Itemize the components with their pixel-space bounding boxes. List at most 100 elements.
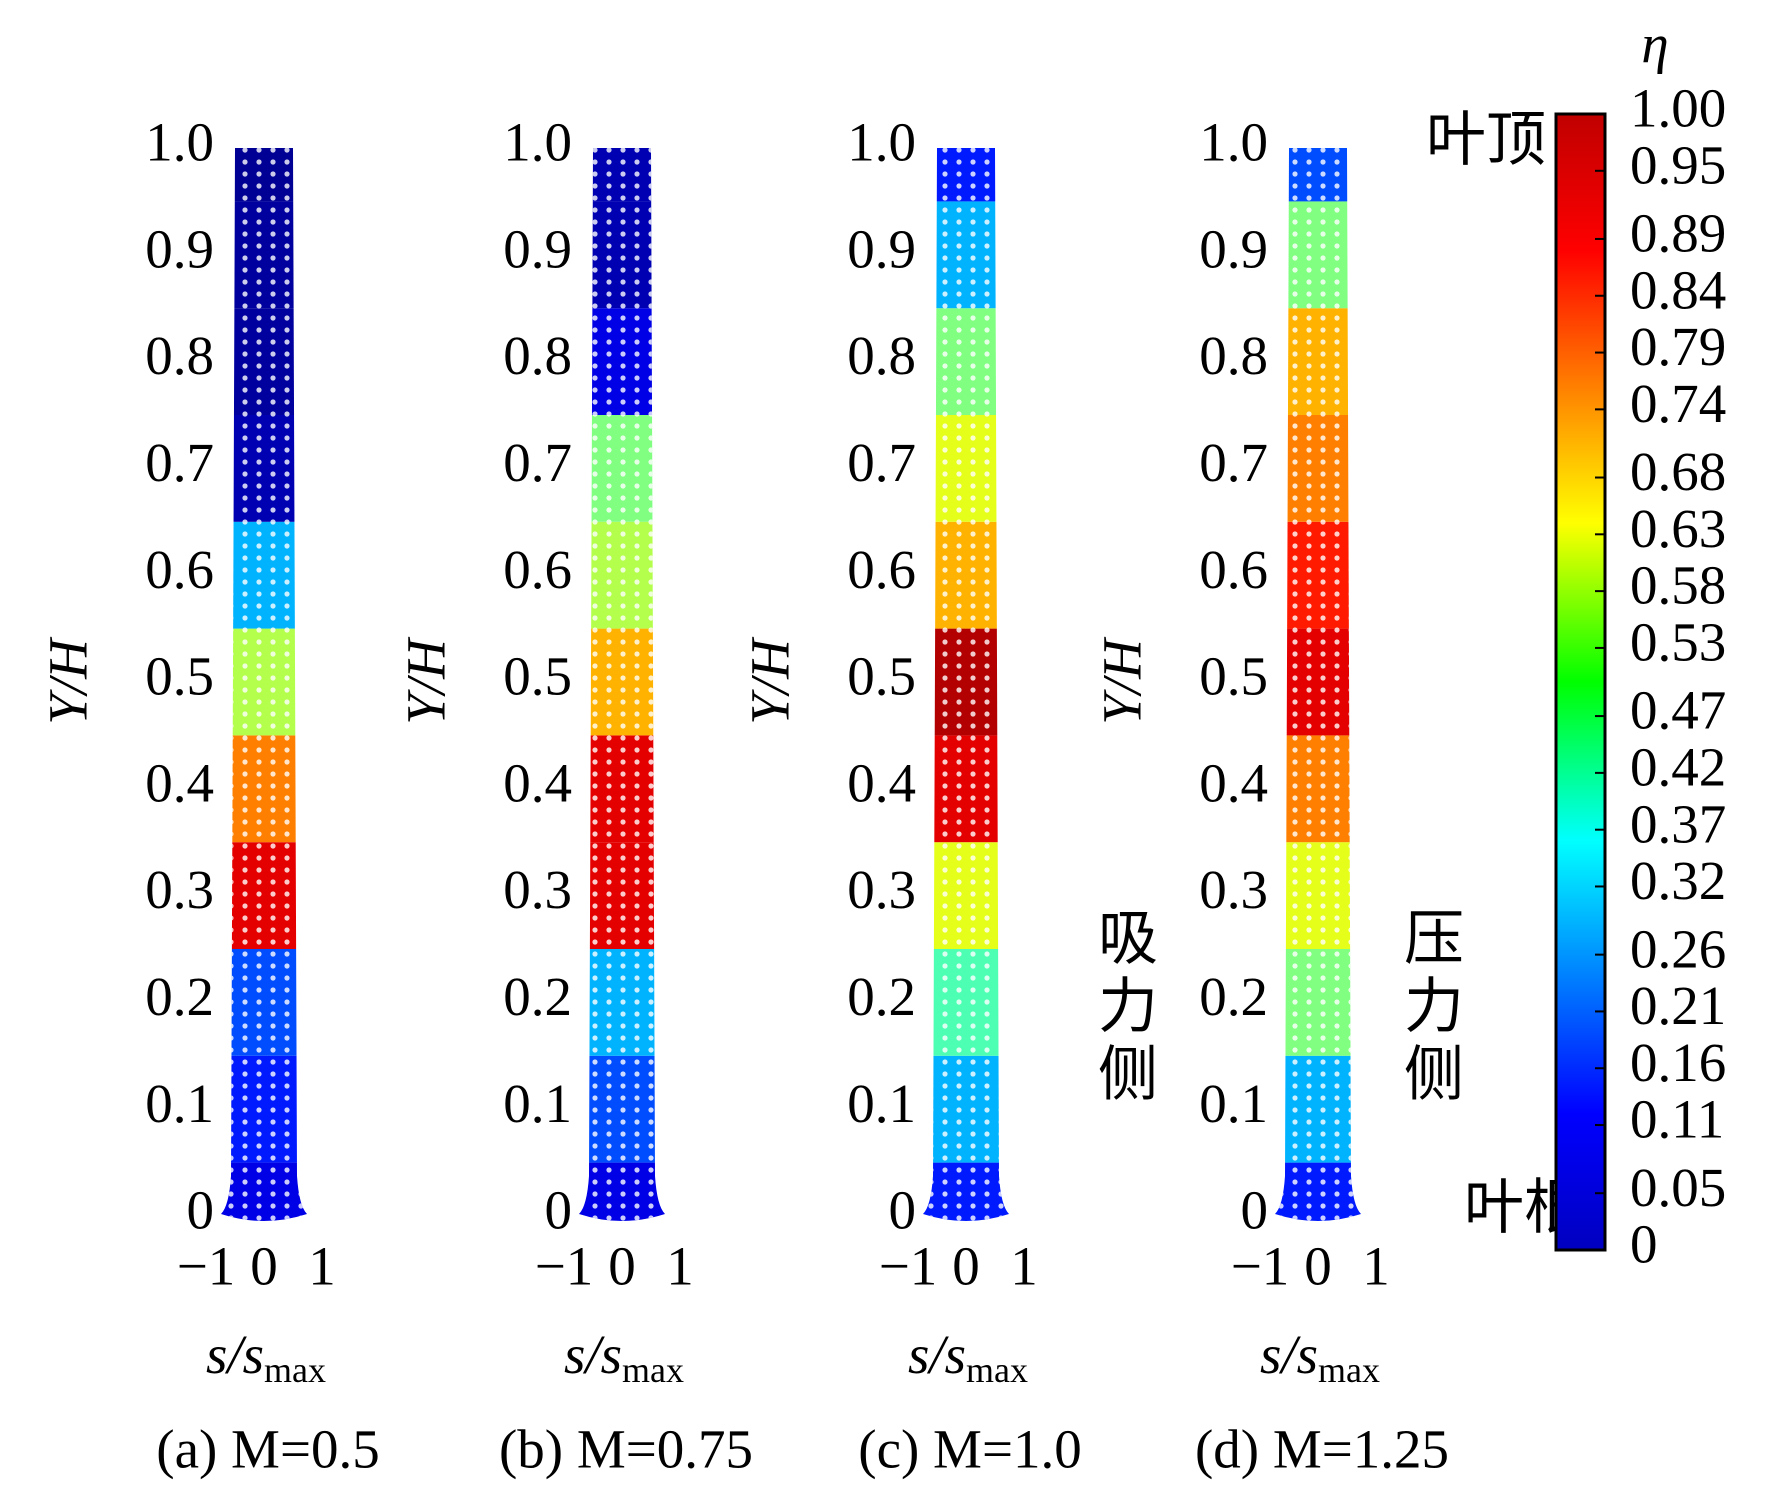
x-tick-label: −1 [177, 1236, 236, 1297]
x-axis-label: s/smax [564, 1324, 684, 1391]
panel-title: (a) M=0.5 [156, 1419, 379, 1480]
y-tick-label: 0.3 [145, 859, 214, 920]
y-tick-label: 0 [1241, 1180, 1269, 1241]
x-axis-label-main: s/s [564, 1324, 622, 1385]
y-tick-label: 0.8 [145, 325, 214, 386]
film-holes [579, 148, 665, 1221]
colorbar-tick-label: 0.26 [1630, 918, 1726, 979]
x-axis-label: s/smax [1260, 1324, 1380, 1391]
y-tick-label: 0.2 [503, 966, 572, 1027]
x-tick-label: −1 [1231, 1236, 1290, 1297]
colorbar-tick-label: 0.74 [1630, 373, 1726, 434]
y-tick-label: 0.7 [1199, 432, 1268, 493]
y-tick-label: 0.9 [503, 218, 572, 279]
colorbar-tick-label: 0.79 [1630, 316, 1726, 377]
x-axis-label-sub: max [1318, 1350, 1380, 1390]
y-tick-label: 0.5 [1199, 646, 1268, 707]
y-tick-label: 0.7 [145, 432, 214, 493]
y-tick-label: 1.0 [145, 112, 214, 173]
y-tick-label: 0.7 [503, 432, 572, 493]
x-tick-label: 1 [666, 1236, 694, 1297]
colorbar-tick-label: 0.32 [1630, 850, 1726, 911]
blade [1275, 148, 1361, 1221]
y-axis-label: Y/H [396, 636, 457, 725]
side-annotation: 压力侧 [1404, 906, 1464, 1108]
y-tick-label: 0.5 [503, 646, 572, 707]
side-annotation-char: 侧 [1098, 1042, 1158, 1108]
x-tick-label: 0 [1304, 1236, 1332, 1297]
colorbar-tick-label: 0.16 [1630, 1032, 1726, 1093]
colorbar-tick-label: 0.89 [1630, 203, 1726, 264]
y-tick-label: 0.1 [503, 1073, 572, 1134]
y-tick-label: 0.5 [847, 646, 916, 707]
blade [923, 148, 1009, 1221]
x-tick-label: 0 [952, 1236, 980, 1297]
colorbar-tick-label: 0.21 [1630, 975, 1726, 1036]
panel-title: (c) M=1.0 [858, 1419, 1081, 1480]
y-tick-label: 0.7 [847, 432, 916, 493]
y-tick-label: 0.1 [1199, 1073, 1268, 1134]
y-tick-label: 0.4 [1199, 752, 1268, 813]
colorbar-tick-label: 0.42 [1630, 737, 1726, 798]
y-tick-label: 0 [889, 1180, 917, 1241]
blade-annotation: 叶顶 [1426, 107, 1546, 173]
colorbar-tick-label: 0 [1630, 1214, 1658, 1275]
x-axis-label-sub: max [622, 1350, 684, 1390]
x-axis-label: s/smax [206, 1324, 326, 1391]
y-axis-label: Y/H [1092, 636, 1153, 725]
x-tick-label: 1 [308, 1236, 336, 1297]
y-tick-label: 0.4 [145, 752, 214, 813]
y-tick-label: 0.2 [847, 966, 916, 1027]
x-tick-label: 0 [608, 1236, 636, 1297]
film-holes [923, 148, 1009, 1221]
y-tick-label: 0.8 [847, 325, 916, 386]
x-axis-label-sub: max [966, 1350, 1028, 1390]
y-tick-label: 0.3 [847, 859, 916, 920]
y-tick-label: 0 [545, 1180, 573, 1241]
panel-title: (d) M=1.25 [1195, 1419, 1449, 1480]
colorbar-tick-label: 1.00 [1630, 78, 1726, 139]
x-axis-label-sub: max [264, 1350, 326, 1390]
blade [221, 148, 307, 1221]
blade [579, 148, 665, 1221]
side-annotation-char: 侧 [1404, 1042, 1464, 1108]
colorbar-tick-label: 0.47 [1630, 680, 1726, 741]
x-tick-label: −1 [879, 1236, 938, 1297]
film-holes [221, 148, 307, 1221]
film-holes [1275, 148, 1361, 1221]
y-tick-label: 0.8 [1199, 325, 1268, 386]
y-tick-label: 0 [187, 1180, 215, 1241]
colorbar-tick-label: 0.63 [1630, 498, 1726, 559]
y-tick-label: 0.6 [145, 539, 214, 600]
y-tick-label: 0.9 [1199, 218, 1268, 279]
y-tick-label: 1.0 [503, 112, 572, 173]
x-axis-label-main: s/s [908, 1324, 966, 1385]
y-tick-label: 0.6 [1199, 539, 1268, 600]
side-annotation-char: 力 [1404, 974, 1464, 1040]
y-tick-label: 1.0 [1199, 112, 1268, 173]
y-tick-label: 1.0 [847, 112, 916, 173]
y-tick-label: 0.9 [145, 218, 214, 279]
colorbar-tick-label: 0.68 [1630, 441, 1726, 502]
y-tick-label: 0.5 [145, 646, 214, 707]
y-tick-label: 0.2 [1199, 966, 1268, 1027]
x-tick-label: 1 [1010, 1236, 1038, 1297]
y-tick-label: 0.3 [503, 859, 572, 920]
x-axis-label-main: s/s [1260, 1324, 1318, 1385]
y-tick-label: 0.4 [847, 752, 916, 813]
y-tick-label: 0.2 [145, 966, 214, 1027]
side-annotation: 吸力侧 [1098, 906, 1158, 1108]
x-tick-label: 1 [1362, 1236, 1390, 1297]
colorbar-tick-label: 0.95 [1630, 134, 1726, 195]
y-tick-label: 0.9 [847, 218, 916, 279]
y-tick-label: 0.8 [503, 325, 572, 386]
x-tick-label: −1 [535, 1236, 594, 1297]
y-tick-label: 0.1 [847, 1073, 916, 1134]
y-tick-label: 0.3 [1199, 859, 1268, 920]
side-annotation-char: 压 [1404, 906, 1464, 972]
x-tick-label: 0 [250, 1236, 278, 1297]
side-annotation-char: 吸 [1098, 906, 1158, 972]
colorbar-title: η [1641, 14, 1668, 75]
y-tick-label: 0.4 [503, 752, 572, 813]
